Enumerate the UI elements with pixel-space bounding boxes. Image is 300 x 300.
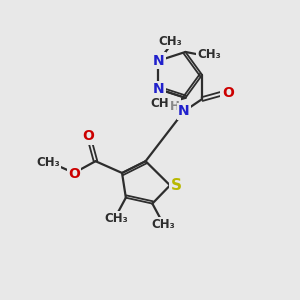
Text: O: O [82, 129, 94, 143]
Text: N: N [153, 54, 164, 68]
Text: H: H [169, 100, 179, 112]
Text: CH₃: CH₃ [152, 218, 176, 231]
Text: CH₃: CH₃ [36, 156, 60, 169]
Text: CH₃: CH₃ [197, 48, 221, 62]
Text: N: N [153, 82, 164, 96]
Text: N: N [178, 104, 190, 118]
Text: CH₃: CH₃ [159, 35, 182, 48]
Text: CH₃: CH₃ [104, 212, 128, 225]
Text: O: O [68, 167, 80, 181]
Text: CH₃: CH₃ [150, 97, 174, 110]
Text: S: S [170, 178, 182, 193]
Text: O: O [222, 85, 234, 100]
